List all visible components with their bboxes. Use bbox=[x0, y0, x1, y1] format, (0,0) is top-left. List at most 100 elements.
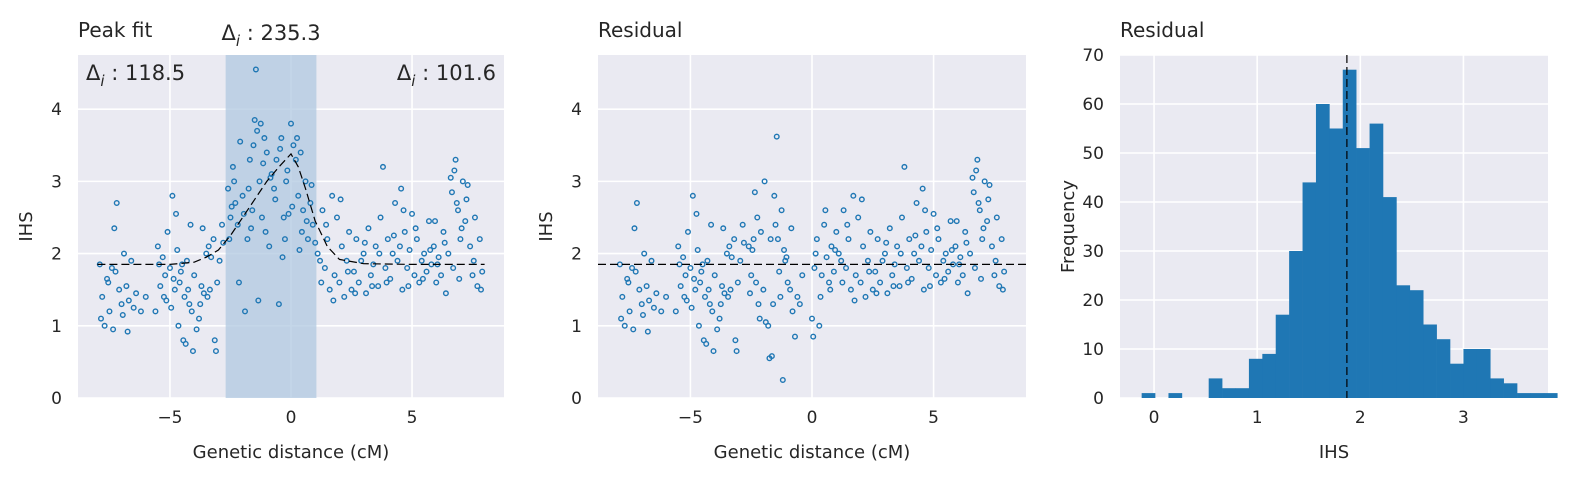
data-point bbox=[176, 279, 183, 286]
data-point bbox=[99, 293, 106, 300]
data-point bbox=[970, 189, 977, 196]
data-point bbox=[333, 214, 340, 221]
data-point bbox=[682, 272, 689, 279]
data-point bbox=[256, 178, 263, 185]
data-point bbox=[294, 135, 301, 142]
data-point bbox=[896, 283, 903, 290]
data-point bbox=[828, 243, 835, 250]
data-point bbox=[906, 236, 913, 243]
data-point bbox=[326, 286, 333, 293]
data-point bbox=[154, 243, 161, 250]
data-point bbox=[344, 268, 351, 275]
data-point bbox=[324, 236, 331, 243]
data-point bbox=[770, 301, 777, 308]
data-point bbox=[688, 304, 695, 311]
data-point bbox=[175, 322, 182, 329]
data-point bbox=[826, 279, 833, 286]
data-point bbox=[675, 243, 682, 250]
data-point bbox=[771, 192, 778, 199]
data-point bbox=[919, 185, 926, 192]
data-point bbox=[839, 279, 846, 286]
data-point bbox=[196, 315, 203, 322]
data-point bbox=[619, 293, 626, 300]
data-point bbox=[937, 279, 944, 286]
data-point bbox=[883, 239, 890, 246]
histogram-bar bbox=[1222, 388, 1236, 398]
data-point bbox=[463, 196, 470, 203]
data-point bbox=[716, 315, 723, 322]
data-point bbox=[187, 221, 194, 228]
data-point bbox=[160, 293, 167, 300]
data-point bbox=[177, 268, 184, 275]
data-point bbox=[866, 268, 873, 275]
histogram-bar bbox=[1168, 393, 1183, 398]
data-point bbox=[394, 257, 401, 264]
y-tick-label: 40 bbox=[1082, 193, 1104, 213]
histogram-bar bbox=[1262, 353, 1277, 398]
data-point bbox=[159, 254, 166, 261]
data-point bbox=[113, 200, 120, 207]
histogram-bar bbox=[1275, 314, 1290, 398]
y-tick-label: 10 bbox=[1082, 340, 1104, 360]
data-point bbox=[401, 228, 408, 235]
histogram-bar bbox=[1543, 393, 1558, 398]
data-point bbox=[789, 308, 796, 315]
data-point bbox=[681, 293, 688, 300]
data-point bbox=[710, 348, 717, 355]
data-point bbox=[275, 301, 282, 308]
data-point bbox=[774, 236, 781, 243]
data-point bbox=[318, 279, 325, 286]
y-tick-label: 30 bbox=[1082, 242, 1104, 262]
data-point bbox=[405, 283, 412, 290]
data-point bbox=[476, 236, 483, 243]
data-point bbox=[157, 283, 164, 290]
data-point bbox=[290, 142, 297, 149]
data-point bbox=[954, 279, 961, 286]
data-point bbox=[168, 304, 175, 311]
data-point bbox=[638, 301, 645, 308]
data-point bbox=[321, 265, 328, 272]
data-point bbox=[940, 257, 947, 264]
data-point bbox=[329, 192, 336, 199]
data-point bbox=[297, 149, 304, 156]
data-point bbox=[390, 232, 397, 239]
data-point bbox=[705, 286, 712, 293]
data-point bbox=[279, 254, 286, 261]
data-point bbox=[101, 322, 108, 329]
data-point bbox=[314, 250, 321, 257]
data-point bbox=[384, 236, 391, 243]
data-point bbox=[266, 243, 273, 250]
data-point bbox=[228, 203, 235, 210]
data-point bbox=[106, 308, 113, 315]
data-point bbox=[838, 257, 845, 264]
data-point bbox=[979, 236, 986, 243]
data-point bbox=[697, 279, 704, 286]
x-tick-label: 0 bbox=[286, 408, 297, 428]
data-point bbox=[470, 257, 477, 264]
data-point bbox=[412, 225, 419, 232]
histogram-bar bbox=[1423, 324, 1437, 398]
data-point bbox=[725, 293, 732, 300]
data-point bbox=[739, 221, 746, 228]
data-point bbox=[791, 333, 798, 340]
data-point bbox=[353, 236, 360, 243]
data-point bbox=[986, 181, 993, 188]
data-point bbox=[398, 185, 405, 192]
data-point bbox=[452, 156, 459, 163]
data-point bbox=[625, 279, 632, 286]
data-point bbox=[761, 178, 768, 185]
data-point bbox=[704, 257, 711, 264]
data-point bbox=[442, 290, 449, 297]
data-point bbox=[392, 200, 399, 207]
data-point bbox=[632, 268, 639, 275]
data-point bbox=[984, 218, 991, 225]
data-point bbox=[242, 308, 249, 315]
data-point bbox=[423, 268, 430, 275]
data-point bbox=[376, 250, 383, 257]
data-point bbox=[355, 279, 362, 286]
data-point bbox=[237, 138, 244, 145]
data-point bbox=[783, 254, 790, 261]
data-point bbox=[289, 203, 296, 210]
data-point bbox=[479, 268, 486, 275]
